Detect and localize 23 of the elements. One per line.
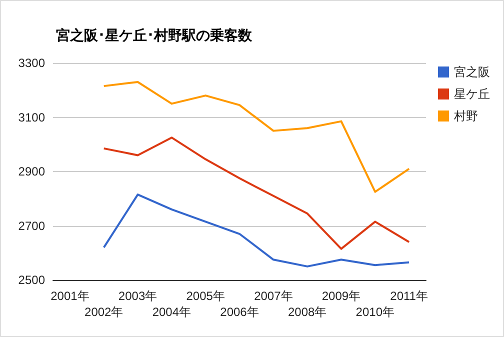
line-series — [102, 136, 410, 250]
y-tick-label: 2700 — [18, 218, 46, 233]
legend-label: 宮之阪 — [454, 65, 490, 79]
line-series — [102, 194, 410, 268]
x-tick-label: 2003年 — [118, 289, 158, 303]
x-tick-label: 2004年 — [152, 305, 192, 319]
x-tick-label: 2002年 — [84, 305, 124, 319]
y-tick-label: 2500 — [18, 273, 46, 287]
x-tick-label: 2006年 — [220, 305, 259, 319]
x-tick-label: 2009年 — [322, 289, 361, 303]
x-tick-label: 2007年 — [254, 289, 293, 303]
line-series — [102, 80, 410, 193]
x-tick-label: 2008年 — [288, 305, 327, 319]
x-tick-label: 2005年 — [186, 289, 225, 303]
y-tick-label: 3300 — [18, 56, 46, 70]
y-tick-label: 3100 — [18, 110, 46, 124]
chart-title: 宮之阪･星ケ丘･村野駅の乗客数 — [56, 27, 253, 43]
legend-label: 星ケ丘 — [454, 87, 490, 101]
x-tick-label: 2011年 — [390, 289, 428, 303]
x-tick-label: 2001年 — [50, 289, 90, 303]
x-tick-label: 2010年 — [356, 305, 394, 319]
y-tick-label: 2900 — [18, 164, 46, 178]
legend-label: 村野 — [453, 109, 478, 123]
